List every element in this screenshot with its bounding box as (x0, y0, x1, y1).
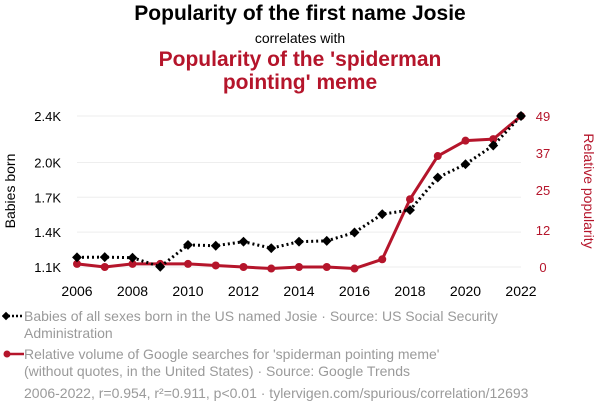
x-tick-label: 2012 (228, 283, 259, 299)
y-left-tick-label: 1.4K (34, 225, 61, 240)
legend-text-google-line2: (without quotes, in the United States) ·… (24, 363, 410, 379)
legend-text-babies-line1: Babies of all sexes born in the US named… (24, 308, 498, 324)
y-left-tick-label: 2.0K (34, 155, 61, 170)
x-tick-label: 2014 (283, 283, 314, 299)
chart-title: Popularity of the first name Josie (134, 2, 466, 25)
series-babies-born (72, 111, 526, 272)
data-point-google (433, 152, 442, 161)
data-point-babies (99, 252, 110, 263)
y-left-tick-label: 1.7K (34, 190, 61, 205)
data-point-babies (405, 205, 415, 216)
y-left-tick-label: 1.1K (34, 260, 61, 275)
data-point-babies (72, 252, 82, 263)
chart-subtitle: correlates with (254, 30, 346, 46)
data-point-google (100, 263, 109, 271)
x-tick-label: 2010 (172, 283, 203, 299)
chart-title-secondary-line2: pointing' meme (222, 71, 378, 94)
data-point-babies (460, 159, 471, 170)
x-tick-label: 2018 (394, 283, 425, 299)
data-point-babies (294, 236, 304, 247)
legend-marker-solid-circle (3, 350, 24, 358)
data-point-babies (155, 261, 166, 272)
x-tick-label: 2008 (117, 283, 148, 299)
data-point-google (73, 259, 81, 268)
data-point-google (489, 135, 498, 144)
data-point-babies (432, 172, 443, 183)
y-axis-right-ticks: 0 12 25 37 49 (536, 109, 550, 275)
chart-title-secondary-line1: Popularity of the 'spiderman (158, 48, 442, 71)
data-point-babies (488, 140, 499, 151)
y-right-tick-label: 49 (536, 109, 550, 124)
legend-text-babies: Babies of all sexes born in the US named… (24, 308, 498, 342)
data-point-google (378, 255, 387, 264)
data-point-google (461, 136, 470, 145)
data-point-google (267, 264, 276, 273)
data-point-babies (516, 111, 526, 121)
chart-footer: 2006-2022, r=0.954, r²=0.911, p<0.01 · t… (24, 385, 529, 401)
y-axis-left-label: Babies born (2, 154, 18, 229)
data-point-babies (127, 252, 138, 263)
data-point-babies (238, 236, 249, 247)
x-tick-label: 2022 (505, 283, 536, 299)
data-point-google (239, 263, 248, 271)
y-right-tick-label: 12 (536, 223, 550, 238)
data-point-google (322, 263, 331, 271)
y-right-tick-label: 0 (539, 260, 546, 275)
data-point-babies (266, 243, 277, 254)
data-point-google (406, 195, 414, 204)
grid-lines (77, 115, 521, 268)
series-google-searches (73, 112, 525, 273)
y-axis-right-label: Relative popularity (581, 133, 597, 248)
y-left-tick-label: 2.4K (34, 109, 61, 124)
y-right-tick-label: 37 (536, 146, 550, 161)
data-point-google (350, 264, 359, 273)
data-point-babies (349, 227, 360, 238)
x-axis-ticks: 2006 2008 2010 2012 2014 2016 2018 2020 2022 (61, 283, 536, 299)
legend-text-babies-line2: Administration (24, 325, 113, 341)
data-point-google (211, 261, 220, 270)
data-point-babies (377, 209, 388, 220)
data-point-google (184, 259, 192, 268)
legend-text-google: Relative volume of Google searches for '… (24, 346, 444, 380)
data-point-google (295, 263, 303, 271)
y-axis-left-ticks: 1.1K 1.4K 1.7K 2.0K 2.4K (34, 109, 61, 275)
x-tick-label: 2006 (61, 283, 92, 299)
legend-text-google-line1: Relative volume of Google searches for '… (24, 346, 440, 362)
data-point-google (128, 259, 137, 268)
x-tick-label: 2020 (450, 283, 481, 299)
chart-title-secondary: Popularity of the 'spiderman pointing' m… (150, 48, 450, 94)
x-tick-label: 2016 (339, 283, 370, 299)
y-right-tick-label: 25 (536, 183, 550, 198)
legend-marker-dotted-diamond (2, 311, 24, 321)
data-point-babies (183, 239, 193, 250)
data-point-babies (321, 235, 332, 246)
data-point-babies (210, 240, 221, 251)
